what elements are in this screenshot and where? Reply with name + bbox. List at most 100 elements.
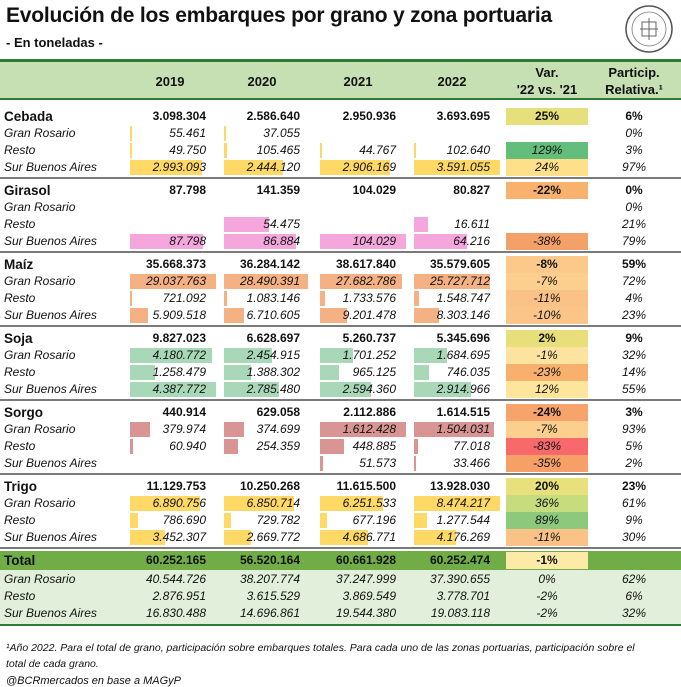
value-cell: 1.612.428	[342, 422, 396, 436]
value-bar	[414, 160, 500, 175]
value-cell: 721.092	[162, 291, 206, 305]
value-cell: 4.686.771	[342, 530, 396, 544]
value-cell: 4.176.269	[436, 530, 490, 544]
value-cell: 1.388.302	[246, 365, 300, 379]
col-2019: 2019	[155, 74, 185, 89]
value-cell: 38.207.774	[239, 572, 300, 586]
value-bar	[130, 496, 200, 511]
participation-cell: 2%	[625, 456, 643, 470]
value-cell: 44.767	[359, 143, 396, 157]
value-cell: 2.993.093	[152, 160, 206, 174]
variation-cell	[506, 216, 588, 233]
value-bar	[320, 234, 406, 249]
value-bar	[414, 234, 467, 249]
value-bar	[320, 274, 402, 289]
value-bar	[414, 348, 447, 363]
value-cell: 6.251.533	[342, 496, 396, 510]
variation-cell: 12%	[506, 381, 588, 398]
row-label: Maíz	[4, 257, 34, 272]
variation-cell: -38%	[506, 233, 588, 250]
row-label: Gran Rosario	[4, 274, 76, 288]
value-cell: 87.798	[169, 234, 206, 248]
row-label: Sur Buenos Aires	[4, 606, 97, 620]
value-cell: 2.876.951	[152, 589, 206, 603]
value-cell: 19.083.118	[430, 606, 490, 620]
col-2021: 2021	[343, 74, 373, 89]
col-var-line1: Var.	[535, 65, 559, 80]
participation-cell: 5%	[625, 439, 643, 453]
value-cell: 1.258.479	[152, 365, 206, 379]
value-bar	[414, 143, 416, 158]
value-bar	[224, 422, 244, 437]
value-bar	[414, 496, 500, 511]
value-bar	[224, 348, 272, 363]
value-cell: 8.303.146	[436, 308, 490, 322]
value-bar	[414, 439, 418, 454]
row-label: Resto	[4, 291, 36, 305]
value-cell: 36.284.142	[239, 257, 300, 271]
value-bar	[224, 308, 244, 323]
value-bar	[414, 513, 427, 528]
variation-cell: 129%	[506, 142, 588, 159]
row-label: Resto	[4, 513, 36, 527]
value-bar	[414, 422, 494, 437]
variation-cell: 36%	[506, 495, 588, 512]
value-bar	[320, 382, 371, 397]
value-bar	[320, 160, 390, 175]
value-cell: 1.701.252	[342, 348, 396, 362]
value-cell: 379.974	[162, 422, 206, 436]
value-cell: 37.247.999	[335, 572, 396, 586]
value-cell: 25.727.712	[429, 274, 490, 288]
value-cell: 2.586.640	[246, 109, 300, 123]
participation-cell: 4%	[625, 291, 643, 305]
value-cell: 6.628.697	[246, 331, 300, 345]
value-cell: 27.682.786	[335, 274, 396, 288]
variation-cell: -2%	[536, 606, 558, 620]
value-cell: 11.615.500	[336, 479, 396, 493]
participation-cell: 3%	[625, 143, 643, 157]
value-bar	[224, 365, 251, 380]
row-label: Resto	[4, 439, 36, 453]
value-cell: 55.461	[169, 126, 206, 140]
sub-row: Resto 721.092 1.083.146 1.733.576 1.548.747 -…	[0, 290, 681, 307]
value-cell: 38.617.840	[335, 257, 396, 271]
value-cell: 13.928.030	[429, 479, 490, 493]
variation-cell: -35%	[506, 455, 588, 472]
value-cell: 3.778.701	[436, 589, 490, 603]
sub-row: Sur Buenos Aires 3.452.307 2.669.772 4.686.…	[0, 529, 681, 546]
value-cell: 60.940	[169, 439, 206, 453]
value-cell: 49.750	[169, 143, 206, 157]
participation-cell: 3%	[625, 405, 643, 419]
value-bar	[130, 382, 216, 397]
group-separator	[0, 547, 681, 549]
value-cell: 2.914.966	[436, 382, 490, 396]
group-row: Total 60.252.165 56.520.164 60.661.928 60.25…	[0, 552, 681, 569]
sub-row: Gran Rosario 29.037.763 28.490.391 27.682.7…	[0, 273, 681, 290]
row-label: Sur Buenos Aires	[4, 530, 97, 544]
value-cell: 51.573	[359, 456, 396, 470]
row-label: Sur Buenos Aires	[4, 160, 97, 174]
value-bar	[130, 291, 132, 306]
row-label: Sur Buenos Aires	[4, 234, 97, 248]
value-cell: 37.055	[263, 126, 300, 140]
page-subtitle: - En toneladas -	[6, 35, 103, 50]
row-label: Cebada	[4, 109, 53, 124]
group-separator	[0, 473, 681, 475]
value-bar	[320, 496, 383, 511]
variation-cell: -24%	[506, 404, 588, 421]
value-cell: 3.615.529	[246, 589, 300, 603]
value-bar	[320, 456, 323, 471]
row-label: Gran Rosario	[4, 496, 76, 510]
sub-row: Resto 49.750 105.465 44.767 102.640 129% 3%	[0, 142, 681, 159]
value-cell: 60.252.165	[145, 553, 206, 567]
value-bar	[320, 348, 353, 363]
group-separator	[0, 399, 681, 401]
value-cell: 1.733.576	[342, 291, 396, 305]
value-cell: 54.475	[263, 217, 300, 231]
sub-row: Sur Buenos Aires 5.909.518 6.710.605 9.201.…	[0, 307, 681, 324]
participation-cell: 0%	[625, 200, 643, 214]
row-label: Girasol	[4, 183, 51, 198]
value-cell: 786.690	[162, 513, 206, 527]
participation-cell: 0%	[625, 126, 643, 140]
value-cell: 19.544.380	[335, 606, 396, 620]
